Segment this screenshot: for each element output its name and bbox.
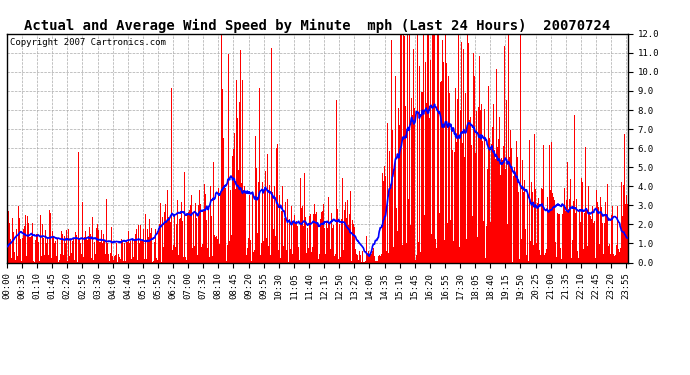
Text: Copyright 2007 Cartronics.com: Copyright 2007 Cartronics.com xyxy=(10,38,166,47)
Title: Actual and Average Wind Speed by Minute  mph (Last 24 Hours)  20070724: Actual and Average Wind Speed by Minute … xyxy=(24,18,611,33)
